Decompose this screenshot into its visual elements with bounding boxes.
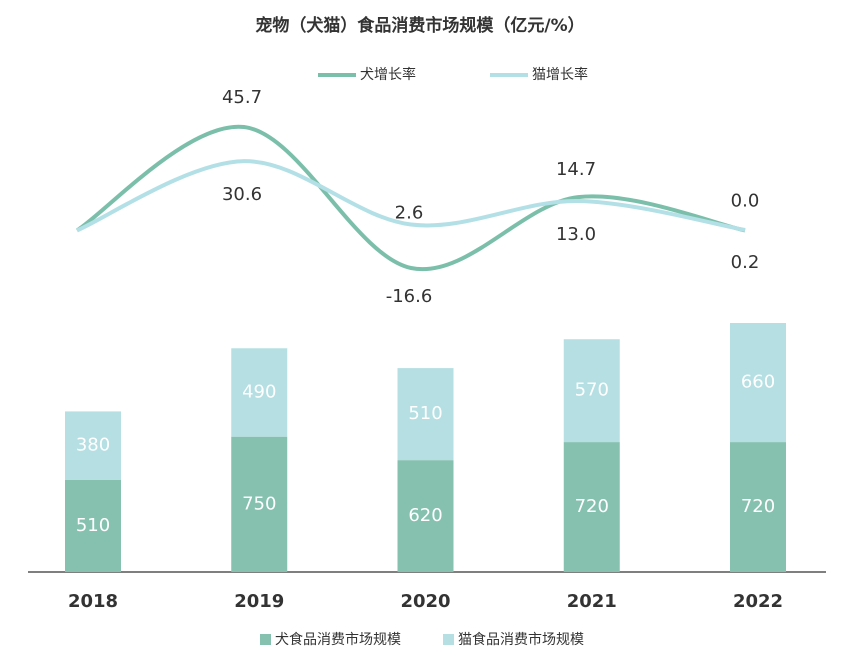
bar: [65, 411, 121, 480]
bar-label: 660: [741, 372, 775, 393]
bar-label: 720: [741, 496, 775, 517]
bar-label: 750: [242, 493, 276, 514]
x-tick-label: 2021: [567, 591, 617, 612]
line-label: 13.0: [556, 224, 596, 245]
bar-label: 570: [575, 380, 609, 401]
line-label: -16.6: [386, 286, 433, 307]
bar: [231, 436, 288, 572]
x-tick-label: 2022: [733, 591, 783, 612]
chart-title: 宠物（犬猫）食品消费市场规模（亿元/%）: [255, 15, 584, 36]
line-label: 14.7: [556, 159, 596, 180]
bar-label: 510: [76, 515, 110, 536]
bar: [397, 368, 454, 461]
bar-label: 510: [408, 403, 442, 424]
x-tick-label: 2020: [400, 591, 450, 612]
x-tick-label: 2019: [234, 591, 284, 612]
legend-label: 猫食品消费市场规模: [458, 631, 584, 648]
line-label: 0.2: [731, 252, 760, 273]
bar: [563, 339, 620, 443]
legend-label: 猫增长率: [532, 66, 588, 83]
legend-label: 犬食品消费市场规模: [275, 631, 401, 648]
bar: [730, 323, 786, 443]
line-label: 45.7: [222, 87, 262, 108]
bar-label: 620: [408, 505, 442, 526]
line: [76, 159, 746, 233]
bar-label: 490: [242, 381, 276, 402]
bar-label: 720: [575, 496, 609, 517]
line: [75, 124, 746, 272]
bar: [231, 348, 288, 437]
line-label: 2.6: [395, 203, 424, 224]
line-label: 30.6: [222, 184, 262, 205]
bar: [563, 442, 620, 572]
line-label: 0.0: [731, 190, 760, 211]
bar-label: 380: [76, 435, 110, 456]
legend-swatch: [443, 634, 454, 645]
x-tick-label: 2018: [68, 591, 118, 612]
legend-swatch: [260, 634, 271, 645]
legend-label: 犬增长率: [360, 66, 416, 83]
bar: [65, 479, 121, 572]
bar: [730, 442, 786, 572]
bar: [397, 460, 454, 572]
